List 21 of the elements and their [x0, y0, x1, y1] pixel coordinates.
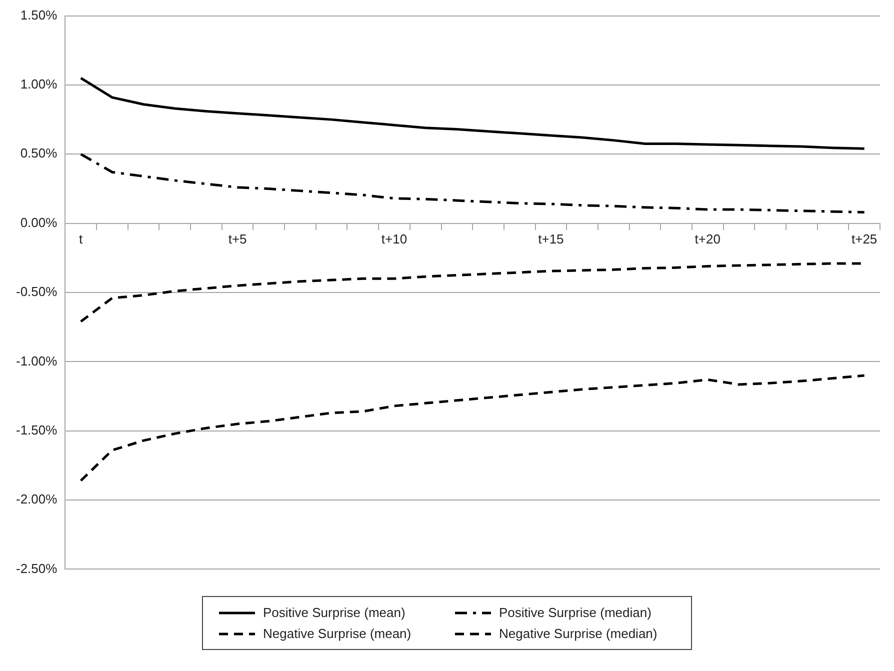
legend-label: Negative Surprise (mean) — [263, 626, 412, 641]
line-series — [80, 374, 866, 482]
x-tick-label: t — [79, 232, 84, 247]
y-tick-label: -1.50% — [16, 422, 58, 438]
y-tick-label: -2.50% — [16, 560, 58, 576]
y-tick-label: 1.50% — [20, 7, 58, 22]
x-tick-label: t+20 — [694, 232, 720, 247]
y-tick-label: 1.00% — [20, 76, 58, 92]
y-tick-label: 0.00% — [20, 214, 58, 230]
x-tick-label: t+10 — [381, 232, 408, 247]
y-tick-label: -1.00% — [16, 353, 58, 368]
y-tick-label: -0.50% — [16, 284, 58, 300]
line-series — [80, 152, 866, 214]
legend-label: Negative Surprise (median) — [499, 626, 658, 641]
legend-label: Positive Surprise (mean) — [263, 605, 406, 620]
legend-label: Positive Surprise (median) — [499, 605, 652, 620]
y-tick-label: -2.00% — [16, 492, 58, 507]
y-tick-label: 0.50% — [20, 146, 58, 161]
x-tick-label: t+5 — [228, 232, 247, 247]
x-tick-label: t+15 — [538, 232, 564, 247]
x-tick-label: t+25 — [851, 232, 878, 247]
